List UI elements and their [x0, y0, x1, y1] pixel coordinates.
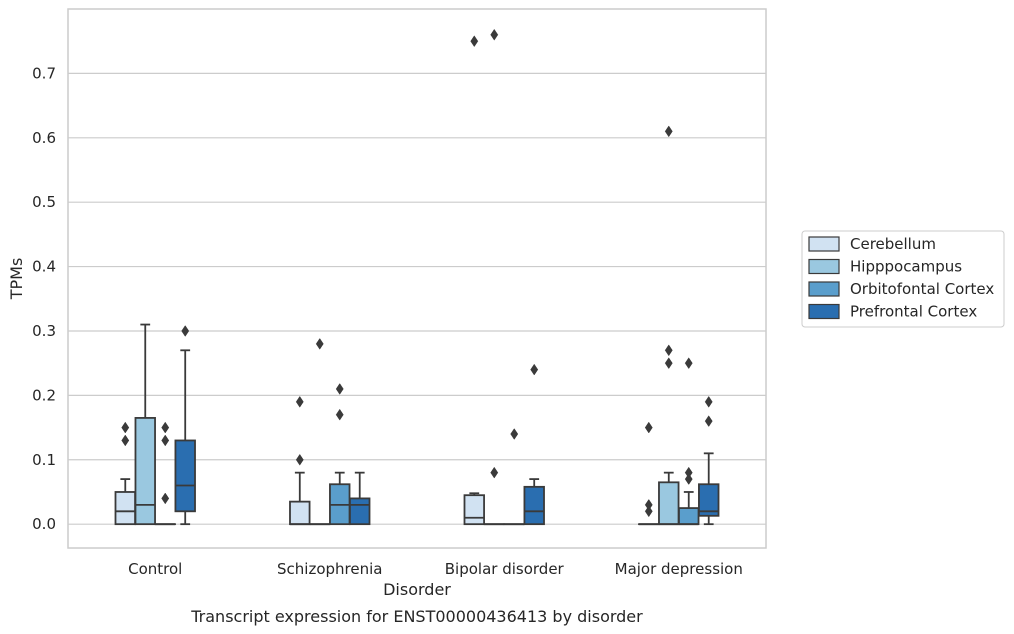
outlier-point	[664, 125, 673, 138]
box	[698, 483, 720, 517]
x-tick-label: Control	[128, 560, 182, 578]
box-group	[114, 323, 196, 526]
outlier-point	[510, 428, 519, 440]
outlier-point	[684, 357, 693, 370]
outlier-point	[121, 434, 130, 447]
y-tick-label: 0.0	[32, 515, 56, 533]
outlier-point	[121, 421, 130, 434]
outlier-point	[181, 325, 190, 337]
outlier-point	[704, 395, 713, 408]
y-tick-label: 0.3	[32, 322, 56, 340]
box	[523, 485, 545, 526]
outlier-point	[335, 408, 344, 421]
box	[678, 507, 700, 526]
y-tick-label: 0.2	[32, 386, 56, 404]
outlier-point	[684, 466, 693, 479]
box-groups	[114, 28, 720, 526]
x-tick-labels: Control Schizophrenia Bipolar disorder Majo…	[128, 560, 743, 578]
legend-label: Orbitofontal Cortex	[850, 280, 994, 298]
legend-label: Prefrontal Cortex	[850, 303, 977, 321]
outlier-point	[644, 505, 653, 518]
box	[463, 494, 485, 526]
y-tick-labels: 0.0 0.1 0.2 0.3 0.4 0.5 0.6 0.7	[32, 64, 56, 533]
outlier-point	[490, 28, 499, 41]
box	[658, 481, 680, 526]
outlier-point	[315, 338, 324, 350]
box-group	[638, 125, 720, 526]
outlier-point	[664, 357, 673, 370]
outlier-point	[490, 466, 499, 479]
plot-frame	[67, 8, 767, 549]
box	[349, 497, 371, 526]
legend-label: Cerebellum	[850, 235, 936, 253]
outlier-point	[295, 453, 304, 466]
y-tick-label: 0.4	[32, 258, 56, 276]
legend-swatch	[808, 303, 840, 320]
x-tick-label: Bipolar disorder	[445, 560, 565, 578]
legend-label: Hipppocampus	[850, 258, 962, 276]
legend-swatch	[808, 236, 840, 252]
x-tick-label: Schizophrenia	[277, 560, 382, 578]
box-group	[289, 338, 371, 526]
y-tick-label: 0.1	[32, 451, 56, 469]
outlier-point	[161, 421, 170, 434]
x-tick-label: Major depression	[615, 560, 743, 578]
outlier-point	[161, 492, 170, 505]
outlier-point	[335, 383, 344, 395]
box	[114, 491, 136, 526]
y-axis-title: TPMs	[7, 258, 26, 301]
x-axis-title: Disorder	[383, 580, 451, 599]
legend-frame	[801, 230, 1005, 328]
gridlines	[68, 72, 766, 525]
legend: Cerebellum Hipppocampus Orbitofontal Corte…	[801, 230, 1005, 328]
outlier-point	[664, 344, 673, 357]
box	[134, 417, 156, 526]
outlier-point	[530, 363, 539, 376]
outlier-point	[684, 473, 693, 485]
box	[174, 439, 196, 513]
y-tick-label: 0.5	[32, 193, 56, 211]
legend-swatch	[808, 258, 840, 275]
box	[289, 500, 311, 526]
y-tick-label: 0.7	[32, 64, 56, 82]
outlier-point	[704, 415, 713, 427]
outlier-point	[644, 421, 653, 434]
y-tick-label: 0.6	[32, 129, 56, 147]
legend-swatch	[808, 281, 840, 297]
outlier-point	[161, 434, 170, 447]
chart-caption: Transcript expression for ENST0000043641…	[190, 607, 643, 626]
outlier-point	[470, 35, 479, 48]
box-group	[463, 28, 545, 526]
outlier-point	[644, 499, 653, 511]
outlier-point	[295, 395, 304, 408]
